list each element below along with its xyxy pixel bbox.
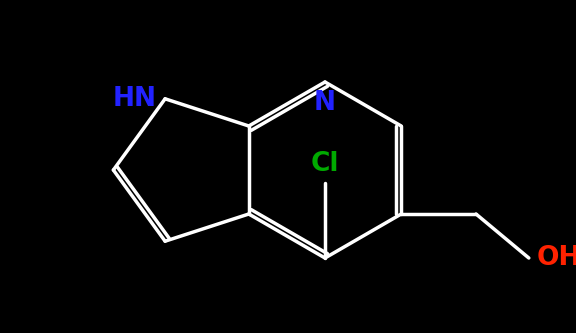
Text: HN: HN xyxy=(113,86,157,112)
Text: N: N xyxy=(314,90,336,116)
Text: OH: OH xyxy=(537,245,576,271)
Text: Cl: Cl xyxy=(310,151,339,177)
